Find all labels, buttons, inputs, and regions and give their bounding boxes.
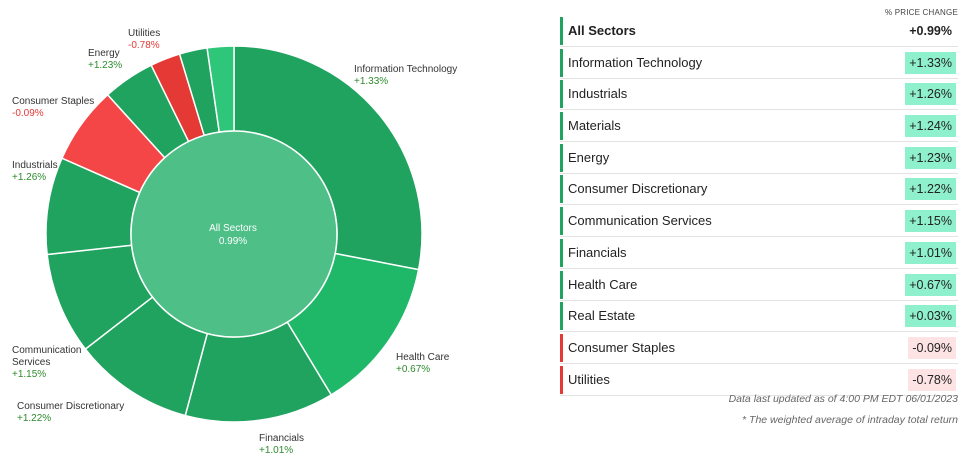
row-indicator-bar: [560, 333, 563, 362]
row-indicator-bar: [560, 17, 563, 45]
label-health-care: Health Care +0.67%: [396, 352, 450, 375]
row-change-value: -0.78%: [908, 368, 956, 391]
table-row[interactable]: Health Care +0.67%: [560, 270, 958, 301]
label-information-technology: Information Technology +1.33%: [354, 64, 458, 87]
row-change-value: +1.23%: [905, 146, 956, 169]
table-row[interactable]: Real Estate +0.03%: [560, 301, 958, 333]
center-circle[interactable]: [130, 130, 338, 338]
center-value: 0.99%: [218, 236, 248, 247]
table-row[interactable]: Consumer Discretionary +1.22%: [560, 174, 958, 206]
row-sector-name: All Sectors: [568, 23, 636, 38]
label-consumer-discretionary: Consumer Discretionary +1.22%: [17, 401, 125, 424]
row-sector-name: Information Technology: [568, 54, 703, 70]
row-change-value: +0.67%: [905, 273, 956, 296]
row-indicator-bar: [560, 143, 563, 172]
table-row[interactable]: All Sectors +0.99%: [560, 16, 958, 47]
row-indicator-bar: [560, 270, 563, 299]
row-indicator-bar: [560, 175, 563, 204]
row-sector-name: Energy: [568, 149, 610, 165]
table-row[interactable]: Industrials +1.26%: [560, 79, 958, 111]
row-sector-name: Industrials: [568, 86, 628, 102]
row-indicator-bar: [560, 48, 563, 77]
label-communication-services: Communication Services +1.15%: [12, 345, 82, 380]
row-sector-name: Consumer Discretionary: [568, 181, 708, 197]
sector-donut-chart: [45, 45, 423, 423]
label-industrials: Industrials +1.26%: [12, 160, 58, 183]
row-indicator-bar: [560, 238, 563, 267]
row-change-value: +1.33%: [905, 51, 956, 74]
row-change-value: +0.03%: [905, 305, 956, 328]
row-change-value: +0.99%: [909, 24, 952, 38]
row-indicator-bar: [560, 207, 563, 236]
row-change-value: +1.01%: [905, 241, 956, 264]
row-change-value: -0.09%: [908, 336, 956, 359]
row-sector-name: Materials: [568, 118, 621, 134]
table-row[interactable]: Information Technology +1.33%: [560, 48, 958, 79]
label-consumer-staples: Consumer Staples -0.09%: [12, 96, 95, 119]
row-change-value: +1.15%: [905, 210, 956, 233]
table-row[interactable]: Materials +1.24%: [560, 111, 958, 143]
label-utilities: Utilities -0.78%: [128, 28, 161, 51]
row-sector-name: Real Estate: [568, 308, 636, 324]
row-indicator-bar: [560, 302, 563, 331]
row-sector-name: Financials: [568, 244, 627, 260]
table-row[interactable]: Communication Services +1.15%: [560, 206, 958, 238]
data-updated-note: Data last updated as of 4:00 PM EDT 06/0…: [728, 393, 958, 405]
row-sector-name: Health Care: [568, 276, 638, 292]
center-title: All Sectors: [209, 223, 257, 234]
row-sector-name: Communication Services: [568, 213, 712, 229]
row-indicator-bar: [560, 80, 563, 109]
table-row[interactable]: Financials +1.01%: [560, 238, 958, 269]
sector-table: % PRICE CHANGE All Sectors +0.99% Informat…: [560, 0, 958, 396]
row-sector-name: Utilities: [568, 371, 610, 387]
label-energy: Energy +1.23%: [88, 48, 123, 71]
table-row[interactable]: Energy +1.23%: [560, 143, 958, 174]
row-change-value: +1.24%: [905, 115, 956, 138]
row-change-value: +1.26%: [905, 83, 956, 106]
table-row[interactable]: Utilities -0.78%: [560, 365, 958, 396]
row-indicator-bar: [560, 365, 563, 394]
row-change-value: +1.22%: [905, 178, 956, 201]
donut-center-label: All Sectors 0.99%: [183, 222, 283, 248]
label-financials: Financials +1.01%: [259, 433, 305, 456]
table-row[interactable]: Consumer Staples -0.09%: [560, 333, 958, 364]
row-sector-name: Consumer Staples: [568, 339, 675, 355]
table-header: % PRICE CHANGE: [884, 8, 958, 17]
weighted-average-note: * The weighted average of intraday total…: [742, 414, 958, 426]
row-indicator-bar: [560, 112, 563, 141]
